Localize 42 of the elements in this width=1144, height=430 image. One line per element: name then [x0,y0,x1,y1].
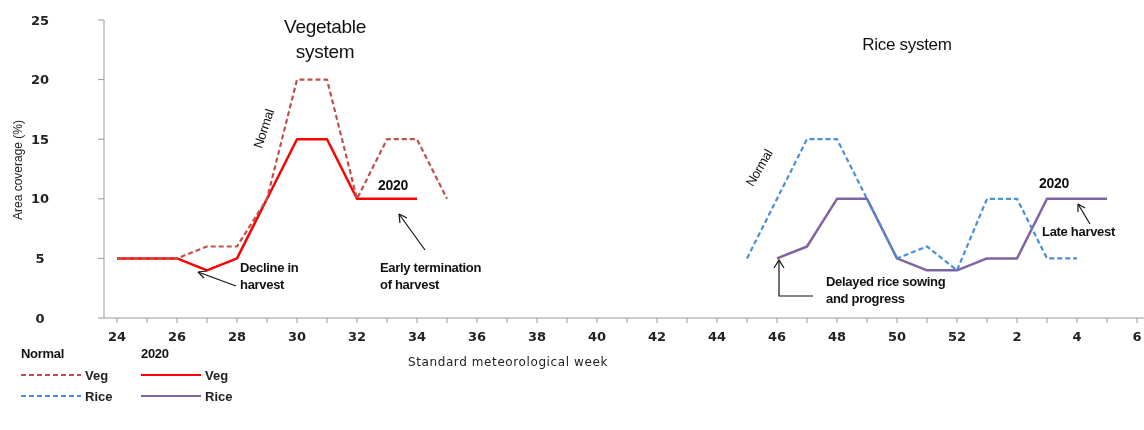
text: Normal [21,346,64,361]
legend-label: Veg [85,367,109,383]
y-tick-label: 15 [30,131,50,147]
x-tick-label: 30 [287,329,307,344]
x-tick-label: 26 [167,329,187,344]
x-axis-title: Standard meteorological week [408,355,608,369]
x-tick-label: 46 [767,329,787,344]
y-tick-label: 25 [30,12,50,28]
x-tick-label: 44 [707,329,727,344]
x-tick-label: 48 [827,329,847,344]
annotation: Normal [250,106,278,150]
legend-label: Veg [205,367,229,383]
x-tick-label: 52 [947,329,967,344]
x-tick-label: 38 [527,329,547,344]
text: 2020 [141,346,169,361]
x-tick-label: 36 [467,329,487,344]
line-series [115,78,449,260]
annotation: Rice system [862,35,952,54]
legend-label: Rice [85,388,113,404]
y-tick-label: 0 [35,310,45,326]
y-tick-label: 5 [35,250,45,266]
annotation: Delayed rice sowing and progress [826,274,946,306]
x-tick-label: 32 [347,329,367,344]
annotation: Early termination of harvest [380,260,482,292]
y-tick-label: 10 [30,191,50,207]
annotation: Late harvest [1042,224,1116,239]
x-tick-label: 24 [107,329,127,344]
annotation: 2020 [1039,175,1070,191]
x-tick-label: 34 [407,329,427,344]
x-tick-label: 42 [647,329,667,344]
x-tick-label: 4 [1072,329,1082,344]
x-tick-label: 28 [227,329,247,344]
x-tick-label: 50 [887,329,907,344]
x-tick-label: 2 [1012,329,1022,344]
y-axis-title: Area coverage (%) [11,119,25,221]
legend-label: Rice [205,388,233,404]
annotation: Vegetable system [284,16,366,62]
annotation: 2020 [378,177,409,193]
annotation: Decline in harvest [240,260,299,292]
y-tick-label: 20 [30,72,50,88]
x-tick-label: 40 [587,329,607,344]
x-tick-label: 6 [1132,329,1142,344]
